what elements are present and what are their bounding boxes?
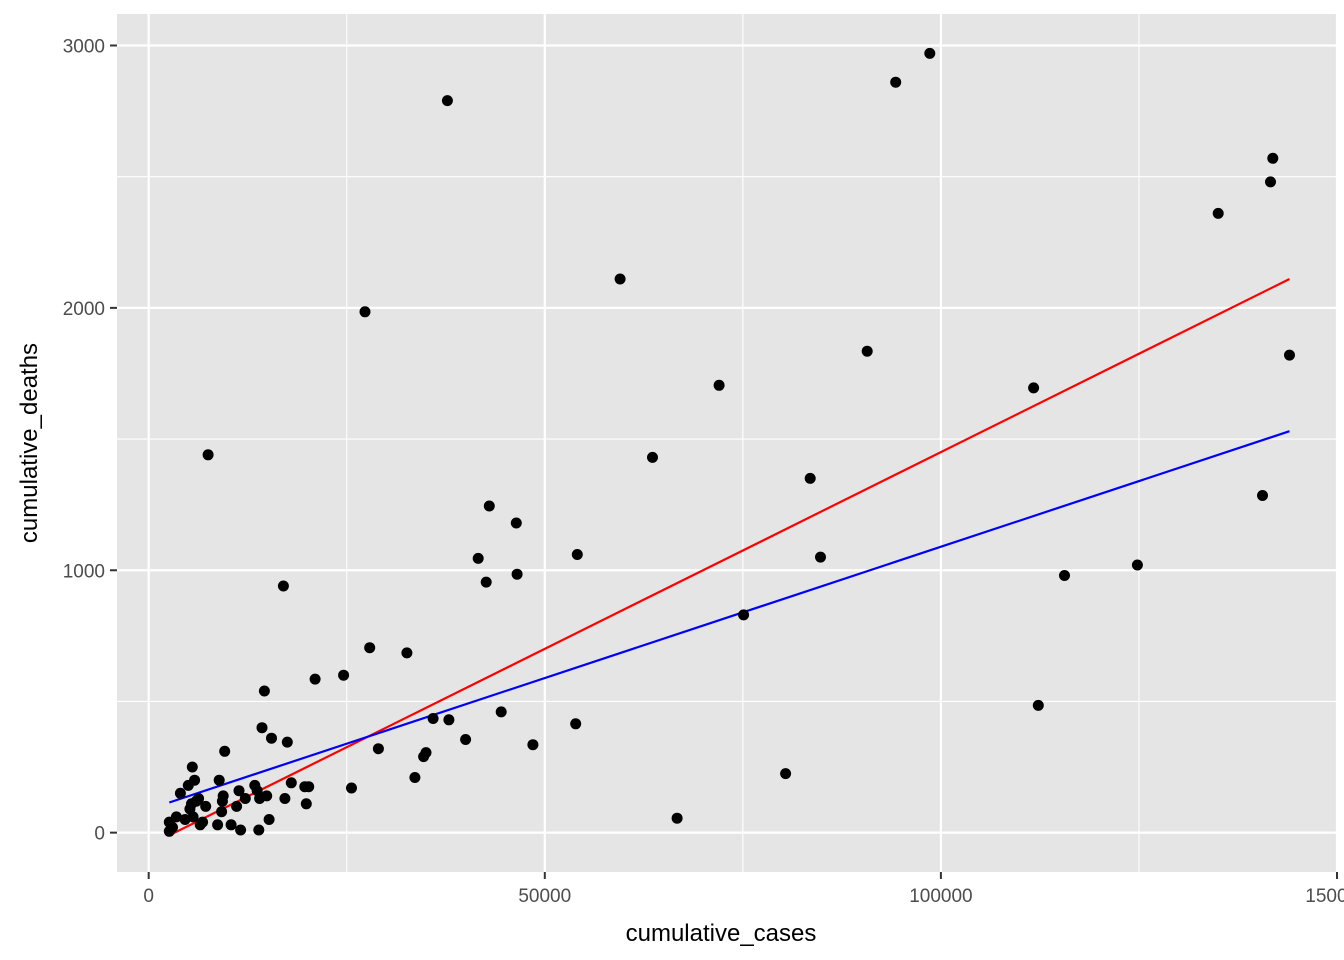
data-point [216, 806, 228, 818]
data-point [277, 580, 289, 592]
data-point [189, 774, 201, 786]
data-point [409, 772, 421, 783]
data-point [861, 345, 873, 357]
x-tick-label: 0 [143, 886, 154, 907]
data-point [225, 819, 237, 831]
x-axis: 0 50000 100000 150000 [143, 872, 1344, 907]
data-point [231, 800, 243, 812]
y-axis-title: cumulative_deaths [16, 343, 43, 543]
data-point [346, 782, 357, 794]
data-point [170, 811, 182, 823]
data-point [420, 747, 432, 759]
data-point [359, 306, 371, 318]
data-point [281, 736, 293, 748]
data-point [338, 669, 350, 681]
major-gridlines [117, 14, 1339, 872]
data-point [614, 273, 626, 285]
data-point [174, 787, 186, 799]
data-point [303, 781, 315, 793]
data-point [186, 761, 198, 773]
x-axis-title: cumulative_cases [626, 920, 817, 947]
data-point [1059, 570, 1070, 581]
data-point [671, 812, 683, 824]
data-point [1032, 699, 1044, 711]
data-point [197, 816, 209, 828]
data-point [495, 706, 507, 718]
data-point [364, 642, 376, 654]
y-tick-label: 2000 [63, 299, 105, 320]
data-point [443, 714, 455, 726]
data-point [527, 739, 539, 751]
data-point [890, 76, 902, 88]
data-point [200, 800, 212, 812]
data-point [483, 500, 495, 512]
data-point [804, 472, 816, 484]
data-point [263, 814, 275, 825]
y-tick-label: 0 [94, 824, 105, 845]
data-point [167, 821, 178, 833]
data-point [285, 777, 297, 789]
data-point [261, 790, 273, 802]
data-point [472, 552, 484, 564]
data-point [571, 549, 583, 560]
data-point [815, 551, 826, 563]
data-point [480, 576, 492, 588]
y-axis: 0 1000 2000 3000 [63, 36, 117, 845]
data-point [1257, 490, 1268, 501]
data-point [212, 819, 224, 831]
data-point [217, 790, 229, 802]
data-point [187, 811, 199, 823]
data-point [1284, 349, 1295, 361]
data-point [372, 743, 384, 755]
data-point [441, 95, 453, 107]
data-point [570, 718, 582, 730]
data-point [258, 685, 270, 697]
data-point [213, 774, 225, 786]
plot-panel [117, 14, 1337, 872]
data-point [300, 798, 312, 810]
data-point [256, 722, 268, 734]
data-point [511, 568, 523, 580]
data-point [202, 449, 214, 461]
data-point [460, 734, 472, 745]
data-point [780, 768, 792, 780]
data-point [1267, 152, 1279, 164]
data-point [279, 793, 291, 804]
data-point [193, 793, 205, 804]
minor-gridlines [117, 14, 1337, 872]
data-point [253, 824, 265, 836]
data-point [713, 379, 725, 391]
data-point [1265, 176, 1276, 188]
data-point [233, 785, 245, 797]
data-point [219, 745, 231, 757]
data-point [1028, 382, 1040, 394]
y-tick-label: 3000 [63, 36, 105, 57]
data-point [738, 609, 750, 621]
y-tick-label: 1000 [63, 561, 105, 582]
data-point [510, 517, 522, 529]
x-tick-label: 100000 [909, 886, 972, 907]
data-point [427, 713, 439, 724]
fit-line-1 [168, 278, 1290, 837]
data-point [924, 47, 936, 59]
fit-lines [168, 278, 1290, 837]
data-points [163, 47, 1295, 837]
data-point [1131, 559, 1143, 571]
data-point [266, 732, 277, 744]
data-point [401, 647, 413, 659]
data-point [647, 451, 658, 463]
x-tick-label: 150000 [1305, 886, 1344, 907]
data-point [1212, 207, 1224, 219]
data-point [235, 824, 247, 836]
data-point [239, 793, 251, 804]
fit-line-2 [168, 430, 1290, 804]
x-tick-label: 50000 [518, 886, 571, 907]
data-point [309, 673, 321, 685]
